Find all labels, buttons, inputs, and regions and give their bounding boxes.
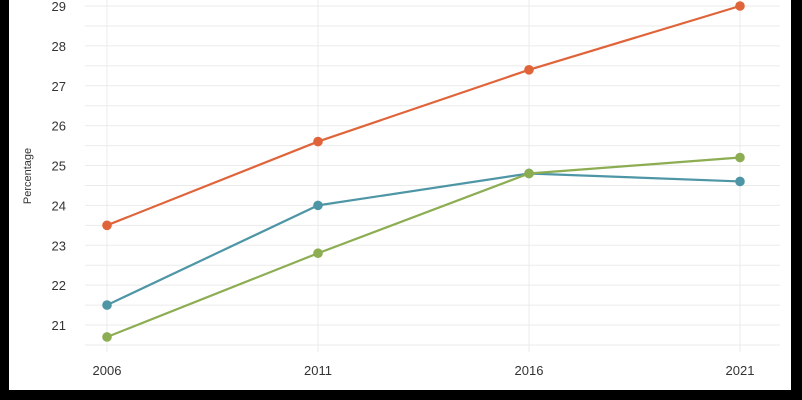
series-line-2 <box>106 172 741 307</box>
y-tick-label: 26 <box>52 119 66 134</box>
series-3-point <box>524 168 534 179</box>
y-tick-label: 27 <box>52 79 66 94</box>
series-1-point <box>313 136 323 147</box>
series-3-point <box>102 332 112 342</box>
y-tick-label: 25 <box>52 159 66 174</box>
series-2-point <box>735 176 745 187</box>
series-3-point <box>313 248 323 259</box>
y-tick-label: 22 <box>52 278 66 293</box>
y-tick-label: 29 <box>52 0 66 14</box>
grid-lines <box>85 0 780 352</box>
series-line-1 <box>106 4 741 227</box>
y-tick-label: 24 <box>52 198 66 213</box>
series-2-point <box>102 300 112 310</box>
y-tick-label: 23 <box>52 238 66 253</box>
y-tick-label: 28 <box>52 39 66 54</box>
y-axis-ticks: 21 22 23 24 25 26 27 28 29 <box>52 0 66 333</box>
x-tick-label: 2006 <box>93 363 122 378</box>
series-3-point <box>735 152 745 163</box>
series-1-point <box>102 220 112 231</box>
x-tick-label: 2021 <box>726 363 755 378</box>
x-tick-label: 2016 <box>515 363 544 378</box>
series-line-3 <box>106 156 741 338</box>
y-tick-label: 21 <box>52 318 66 333</box>
series-group <box>102 1 745 342</box>
series-1-point <box>524 65 534 75</box>
series-2-point <box>313 200 323 211</box>
x-tick-label: 2011 <box>304 363 332 378</box>
y-axis-label: Percentage <box>22 148 34 204</box>
x-axis-ticks: 2006 2011 2016 2021 <box>93 363 755 378</box>
series-1-point <box>735 1 745 11</box>
